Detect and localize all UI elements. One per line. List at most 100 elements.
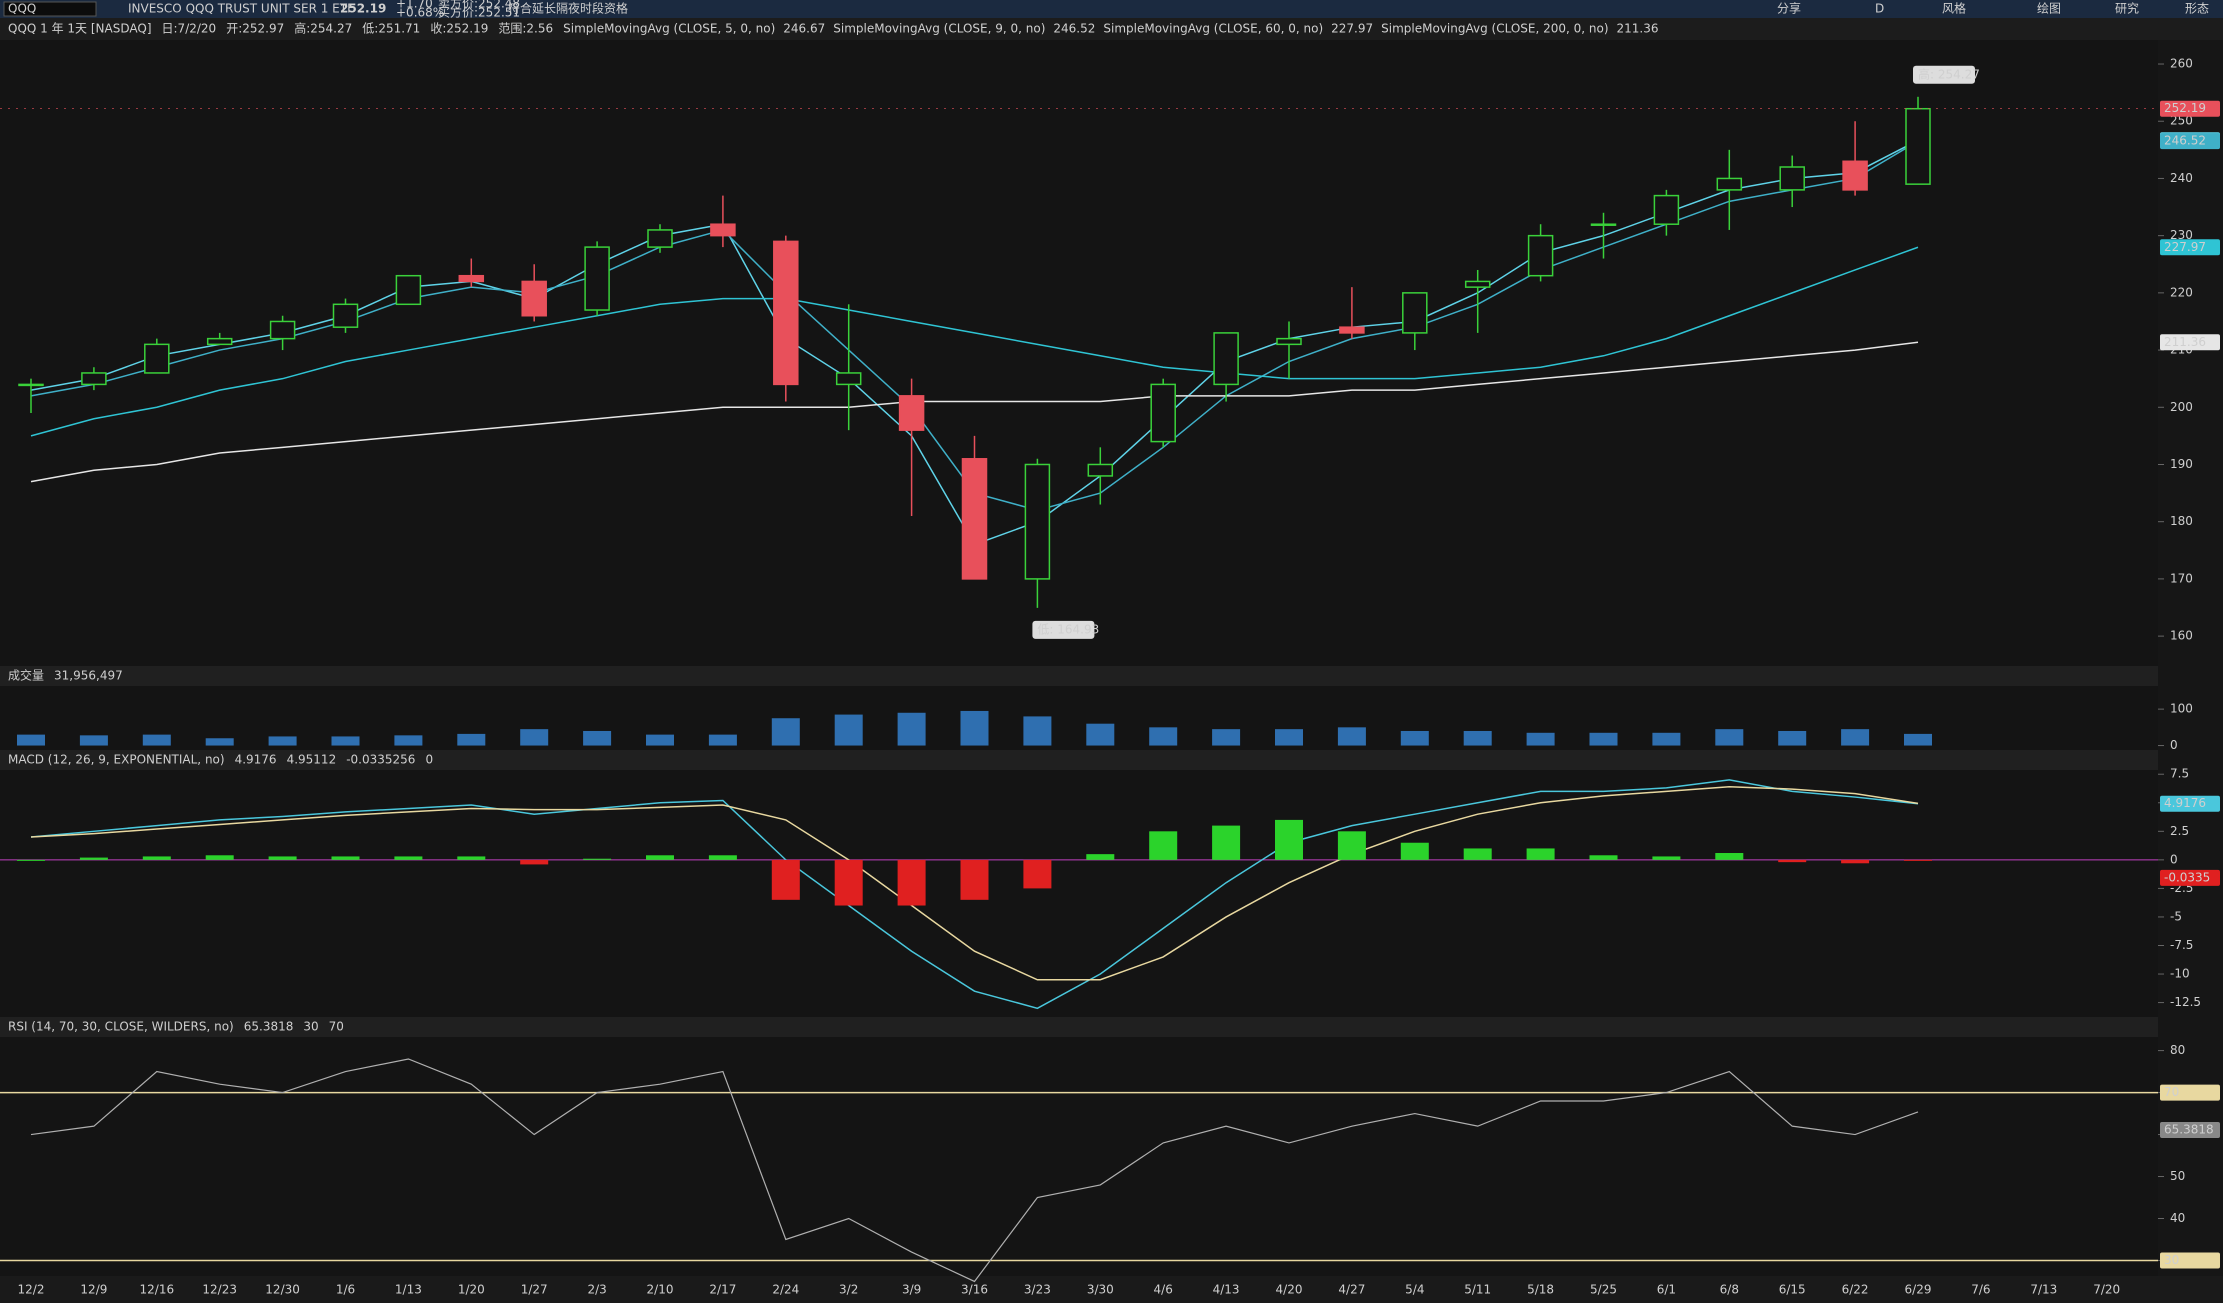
- candle-body: [18, 383, 44, 387]
- candle-body: [961, 458, 988, 580]
- candle-body: [1653, 194, 1680, 225]
- volume-bar: [1463, 730, 1492, 746]
- candle-body: [206, 337, 233, 346]
- histogram-bar: [583, 858, 612, 860]
- toolbar-button[interactable]: 分享: [1777, 1, 1801, 16]
- ohlc-info: 开:252.97: [226, 22, 284, 36]
- histogram-bar: [331, 856, 360, 860]
- legend-value: 65.3818: [244, 1020, 294, 1034]
- candle-body: [1402, 292, 1428, 334]
- candle-body: [1590, 223, 1617, 226]
- volume-bar: [771, 718, 800, 746]
- candle-body: [647, 229, 673, 248]
- price-bubble-bg: [2160, 334, 2220, 351]
- last-price: 252.19: [340, 2, 386, 16]
- y-tick-label: -5: [2170, 909, 2182, 923]
- price-bubble-bg: [2160, 239, 2220, 256]
- candle-body: [1716, 177, 1743, 191]
- toolbar-button[interactable]: 风格: [1942, 1, 1966, 16]
- x-tick-label: 5/4: [1405, 1283, 1424, 1297]
- histogram-bar: [1400, 842, 1429, 860]
- x-tick-label: 6/8: [1720, 1283, 1739, 1297]
- volume-bar: [1212, 729, 1241, 746]
- x-tick-label: 6/22: [1842, 1283, 1869, 1297]
- histogram-bar: [205, 855, 234, 860]
- toolbar-button[interactable]: 研究: [2115, 1, 2139, 16]
- extended-hours: 符合延长隔夜时段资格: [508, 1, 628, 16]
- x-tick-label: 4/20: [1276, 1283, 1303, 1297]
- macd-bubble-bg: [2160, 795, 2220, 812]
- annotation-bg: [1913, 65, 1975, 84]
- toolbar-button[interactable]: D: [1875, 2, 1884, 16]
- volume-bar: [268, 736, 297, 746]
- candle-body: [773, 240, 799, 386]
- ohlc-info: 日:7/2/20: [162, 22, 217, 36]
- candle-body: [1779, 166, 1805, 191]
- histogram-bar: [960, 859, 989, 900]
- change-pct: +0.68%: [396, 6, 444, 20]
- chart-title: QQQ 1 年 1天 [NASDAQ]: [8, 22, 152, 36]
- x-tick-label: 4/13: [1213, 1283, 1240, 1297]
- toolbar-button[interactable]: 绘图: [2037, 1, 2061, 16]
- macd-bubble: 4.9176: [2164, 796, 2206, 810]
- histogram-bar: [834, 859, 863, 906]
- study-name: SimpleMovingAvg (CLOSE, 200, 0, no): [1381, 22, 1608, 36]
- x-tick-label: 1/27: [521, 1283, 548, 1297]
- symbol[interactable]: QQQ: [8, 2, 36, 16]
- histogram-bar: [1023, 859, 1052, 889]
- y-tick-label: 7.5: [2170, 767, 2189, 781]
- x-tick-label: 3/23: [1024, 1283, 1051, 1297]
- volume-bar: [394, 735, 423, 746]
- panel-title: 成交量: [8, 668, 44, 683]
- volume-bar: [960, 710, 989, 746]
- legend-value: 30: [303, 1020, 318, 1034]
- annotation: 低: 164.93: [1037, 622, 1099, 636]
- histogram-bar: [520, 859, 549, 865]
- candle-body: [1087, 463, 1114, 477]
- volume-bar: [1841, 729, 1870, 746]
- candle-body: [1276, 337, 1302, 346]
- histogram-bar: [79, 857, 108, 860]
- level-bubble-bg: [2160, 1252, 2220, 1269]
- histogram-bar: [1841, 859, 1870, 864]
- histogram-bar: [1463, 848, 1492, 860]
- panel-value: 31,956,497: [54, 669, 123, 683]
- symbol-box[interactable]: [3, 1, 97, 17]
- candle-body: [269, 320, 296, 340]
- histogram-bar: [1526, 848, 1555, 860]
- volume-bar: [79, 735, 108, 746]
- legend-value: 70: [329, 1020, 344, 1034]
- study-value: 246.67: [783, 22, 825, 36]
- volume-bar: [1589, 732, 1618, 746]
- toolbar-button[interactable]: 形态: [2185, 2, 2209, 16]
- x-tick-label: 7/6: [1971, 1283, 1990, 1297]
- histogram-bar: [708, 855, 737, 860]
- y-tick-label: 180: [2170, 514, 2193, 528]
- y-tick-label: 2.5: [2170, 824, 2189, 838]
- candle-body: [458, 274, 485, 283]
- histogram-bar: [1715, 853, 1744, 860]
- histogram-bar: [1589, 855, 1618, 860]
- histogram-bar: [897, 859, 926, 906]
- rsi-bubble-bg: [2160, 1121, 2220, 1138]
- rsi-bubble: 65.3818: [2164, 1122, 2214, 1136]
- histogram-bar: [268, 856, 297, 860]
- histogram-bar: [17, 859, 45, 861]
- candle-body: [710, 223, 736, 237]
- volume-bar: [1086, 723, 1115, 746]
- sma-line: [30, 341, 1919, 483]
- study-name: SimpleMovingAvg (CLOSE, 5, 0, no): [563, 22, 775, 36]
- y-tick-label: 80: [2170, 1043, 2185, 1057]
- price-bubble: 252.19: [2164, 101, 2206, 115]
- level-bubble: 30: [2164, 1253, 2179, 1267]
- study-name: SimpleMovingAvg (CLOSE, 9, 0, no): [833, 22, 1045, 36]
- x-tick-label: 12/2: [18, 1283, 45, 1297]
- candle-body: [1339, 326, 1365, 334]
- x-tick-label: 12/30: [265, 1283, 300, 1297]
- panel-title: RSI (14, 70, 30, CLOSE, WILDERS, no): [8, 1020, 234, 1034]
- ohlc-info: 高:254.27: [294, 21, 352, 36]
- panel-title: MACD (12, 26, 9, EXPONENTIAL, no): [8, 753, 225, 767]
- volume-bar: [1149, 727, 1178, 746]
- histogram-bar: [457, 856, 486, 860]
